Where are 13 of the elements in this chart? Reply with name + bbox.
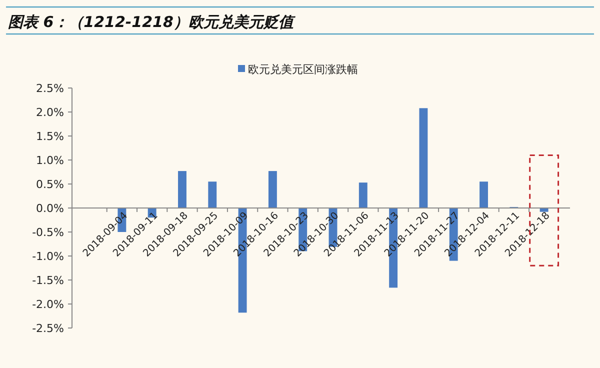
y-tick-label: 2.0% [36,106,64,119]
y-tick-label: 2.5% [36,82,64,95]
y-tick-label: 0.0% [36,202,64,215]
y-tick-label: -1.0% [32,250,64,263]
y-tick-label: 0.5% [36,178,64,191]
y-tick-label: -1.5% [32,274,64,287]
y-tick-label: -2.0% [32,298,64,311]
chart-title: 图表 6：（1212-1218）欧元兑美元贬值 [8,13,296,31]
legend-label: 欧元兑美元区间涨跌幅 [248,63,358,76]
y-tick-label: -2.5% [32,322,64,335]
y-tick-label: 1.5% [36,130,64,143]
y-tick-label: 1.0% [36,154,64,167]
y-tick-label: -0.5% [32,226,64,239]
